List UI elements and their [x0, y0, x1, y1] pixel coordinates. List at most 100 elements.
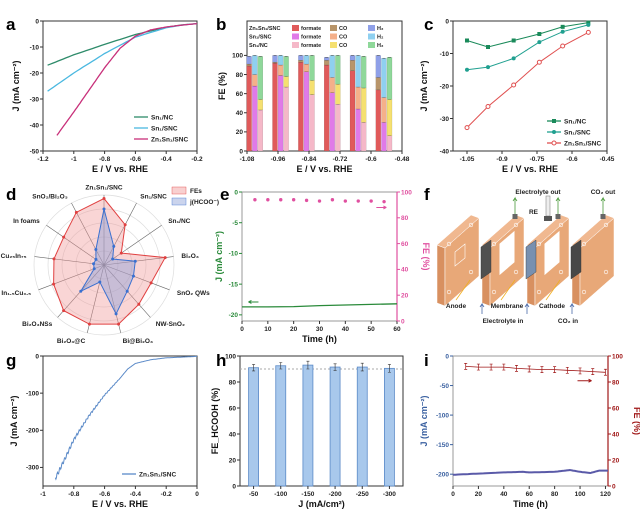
label-cathode: Cathode [539, 303, 565, 310]
x-tick-label: 30 [316, 326, 324, 333]
radar-series [53, 197, 166, 325]
y-axis-label: FE (%) [217, 72, 227, 100]
y-tick-label: 80 [229, 379, 237, 386]
legend-sample-label: Zn₁Sn₁/SNC [249, 26, 280, 32]
y-axis-label: J (mA cm⁻²) [214, 231, 224, 282]
reference-electrode [545, 195, 551, 217]
radar-spoke [103, 202, 137, 266]
right-y-tick-label: 60 [612, 405, 620, 412]
plate-window [544, 230, 560, 276]
y-tick-label: -40 [440, 148, 450, 155]
legend-item: Sn₁/NC [134, 114, 173, 121]
plate-side [436, 244, 446, 307]
bar-formate [252, 85, 258, 152]
y-tick-label: 0 [232, 483, 236, 490]
bar-H₂ [246, 56, 252, 65]
fe-error-bar [565, 366, 569, 374]
screw-hole [581, 241, 587, 247]
fe-point [304, 198, 309, 203]
screw-hole [468, 222, 474, 228]
radar-spoke [103, 264, 170, 291]
legend-product-label: H₂ [377, 43, 384, 49]
x-tick-label: -0.4 [130, 491, 142, 498]
x-tick-label: -0.6 [130, 156, 142, 163]
x-axis-label: E / V vs. RHE [502, 164, 558, 174]
port [555, 214, 561, 219]
screw-hole [491, 241, 497, 247]
radar-point [111, 257, 115, 261]
screw-hole [581, 289, 587, 295]
y-tick-label: 20 [229, 457, 237, 464]
y-tick-label: -50 [440, 383, 450, 390]
legend-label: Sn₁/NC [564, 118, 586, 125]
error-bar [360, 362, 364, 372]
bar-H₂ [375, 55, 381, 78]
fe-error-bar [578, 367, 582, 375]
arrow-up-icon [479, 302, 485, 314]
bar-formate [298, 61, 304, 152]
radar-point [149, 281, 153, 285]
panel-label-f: f [424, 185, 430, 204]
square-marker [552, 119, 556, 123]
bar-formate [309, 94, 315, 152]
fe-error-bar [489, 363, 493, 371]
radar-axis-label: In foams [13, 218, 40, 225]
circle-marker [537, 40, 542, 45]
error-bar [252, 364, 256, 372]
bar-formate [381, 122, 387, 152]
bar-H₂ [335, 55, 341, 85]
screw-hole [513, 222, 519, 228]
right-y-tick-label: 60 [401, 241, 409, 248]
current-line [242, 303, 398, 308]
error-bar [306, 360, 310, 370]
bar-formate [335, 104, 341, 152]
bar-H₂ [309, 55, 315, 81]
screw-hole [468, 269, 474, 275]
x-tick-label: -0.72 [333, 156, 348, 163]
square-marker [511, 38, 516, 43]
radar-axis-label: Cu₂₅In₇₅ [1, 253, 27, 260]
bar-formate [375, 89, 381, 152]
radar-point [79, 289, 83, 293]
legend-swatch [330, 25, 337, 31]
x-tick-label: -150 [301, 491, 314, 498]
radar-axis-label: Bi@Bi₂O₃ [123, 338, 153, 345]
screw-hole [558, 269, 564, 275]
bar-formate [323, 64, 330, 152]
y-tick-label: -100 [26, 390, 39, 397]
y-tick-label: 0 [35, 353, 39, 360]
radar-axis-label: SnO₂ QWs [177, 290, 210, 297]
x-tick-label: -250 [356, 491, 369, 498]
membrane [525, 239, 537, 280]
legend-swatch [330, 33, 337, 40]
plot-frame [239, 355, 404, 487]
radar-point [92, 267, 96, 271]
radar-point [117, 322, 121, 326]
chart-g: -1 -0.8 -0.6 -0.4 -0.2 0 -300 -200 -100 0 E / V vs… [9, 353, 199, 509]
y-tick-label: 0 [234, 189, 238, 196]
radar-point [87, 322, 91, 326]
bar-H₂ [303, 55, 310, 65]
bar-CO [335, 83, 341, 105]
y-tick-label: -200 [26, 428, 39, 435]
legend-product-label: CO [339, 26, 348, 32]
series-line [466, 22, 589, 48]
x-tick-label: -0.75 [530, 156, 545, 163]
legend-label: Zn₁Sn₁/SNC [151, 136, 188, 143]
radar-point [102, 207, 106, 211]
open-circle-marker [464, 125, 470, 131]
radar-axis-label: Bi₂O₃ [181, 253, 198, 260]
legend-swatch [292, 25, 299, 31]
label-re: RE [529, 209, 539, 216]
anode-electrode [480, 239, 492, 280]
fe-error-bar [540, 366, 544, 373]
square-marker [486, 45, 490, 49]
bar-formate [283, 86, 289, 152]
fe-point [266, 198, 270, 202]
right-y-axis-label: FE (%) [421, 243, 431, 271]
radar-point [74, 210, 78, 214]
y-tick-label: -300 [26, 465, 39, 472]
radar-point [62, 309, 66, 313]
square-marker [465, 38, 469, 43]
right-y-tick-label: 20 [401, 293, 409, 300]
